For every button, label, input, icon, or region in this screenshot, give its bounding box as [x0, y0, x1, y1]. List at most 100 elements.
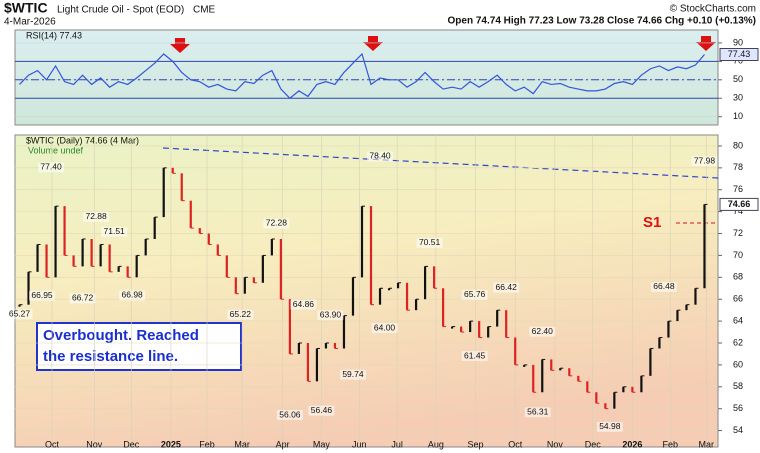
- x-tick-label: Dec: [585, 439, 602, 449]
- point-label: 63.90: [320, 309, 342, 319]
- y-tick-label: 74: [733, 206, 743, 216]
- point-label: 70.51: [419, 237, 441, 247]
- x-tick-label: 2026: [622, 439, 642, 449]
- x-tick-label: Mar: [234, 439, 250, 449]
- label-bg: [101, 226, 128, 237]
- point-label: 65.22: [230, 309, 252, 319]
- y-tick-label: 76: [733, 184, 743, 194]
- arrow: [170, 38, 190, 53]
- point-label: 78.40: [369, 151, 391, 161]
- label-bg: [69, 293, 96, 304]
- label-bg: [308, 405, 335, 416]
- rsi-line: [19, 52, 705, 100]
- label-bg: [83, 211, 110, 222]
- support-label: S1: [643, 214, 661, 231]
- label-bg: [461, 351, 488, 362]
- point-label: 56.06: [279, 409, 301, 419]
- point-label: 61.45: [464, 350, 486, 360]
- point-label: 65.27: [9, 308, 31, 318]
- label-bg: [461, 289, 488, 300]
- x-tick-label: Nov: [547, 439, 564, 449]
- credit: © StockCharts.com: [670, 4, 756, 15]
- arrow: [696, 36, 716, 51]
- label-bg: [596, 421, 623, 432]
- x-tick-label: Oct: [508, 439, 523, 449]
- x-tick-label: Dec: [123, 439, 140, 449]
- point-label: 62.40: [532, 326, 554, 336]
- point-label: 56.46: [311, 405, 333, 415]
- volume-note: Volume undef: [28, 145, 84, 155]
- label-bg: [367, 151, 394, 162]
- point-label: 66.98: [122, 290, 144, 300]
- label-bg: [263, 218, 290, 229]
- rsi-title: RSI(14) 77.43: [26, 30, 82, 40]
- point-label: 66.95: [31, 290, 53, 300]
- plot-layer: 10 30 50 70 90 77.43 Oct Nov Dec 2025 Feb Mar Apr May…: [6, 37, 759, 449]
- callout-text: Overbought. Reached: [43, 327, 199, 344]
- label-bg: [119, 290, 146, 301]
- price-title: $WTIC (Daily) 74.66 (4 Mar): [26, 135, 139, 145]
- label-bg: [290, 299, 317, 310]
- exchange: CME: [193, 5, 216, 16]
- callout-text: the resistance line.: [43, 348, 178, 365]
- x-tick-label: 2025: [161, 439, 181, 449]
- current-label: 77.43: [728, 49, 751, 59]
- y-tick-label: 90: [733, 37, 743, 47]
- x-tick-label: Jul: [391, 439, 403, 449]
- x-tick-label: Jun: [352, 439, 367, 449]
- label-bg: [276, 410, 303, 421]
- point-label: 64.00: [374, 322, 396, 332]
- label-bg: [29, 290, 56, 301]
- label-bg: [691, 156, 718, 167]
- point-label: 64.86: [293, 299, 315, 309]
- y-tick-label: 56: [733, 403, 743, 413]
- symbol-name: Light Crude Oil - Spot (EOD): [57, 5, 184, 16]
- point-label: 77.98: [694, 155, 716, 165]
- point-label: 66.48: [653, 281, 675, 291]
- x-tick-label: May: [313, 439, 331, 449]
- date: 4-Mar-2026: [4, 17, 56, 28]
- x-tick-label: Feb: [199, 439, 215, 449]
- x-tick-label: Feb: [662, 439, 678, 449]
- current-tag: [719, 197, 759, 211]
- y-tick-label: 78: [733, 162, 743, 172]
- point-label: 65.76: [464, 289, 486, 299]
- arrow: [363, 36, 383, 51]
- y-tick-label: 54: [733, 425, 743, 435]
- point-label: 71.51: [104, 226, 126, 236]
- point-label: 56.31: [527, 407, 549, 417]
- y-tick-label: 70: [733, 250, 743, 260]
- x-tick-label: Mar: [699, 439, 715, 449]
- current-label: 74.66: [728, 199, 751, 209]
- point-label: 66.72: [72, 293, 94, 303]
- y-tick-label: 58: [733, 381, 743, 391]
- point-label: 59.74: [342, 369, 364, 379]
- y-tick-label: 50: [733, 74, 743, 84]
- label-bg: [524, 407, 551, 418]
- y-tick-label: 60: [733, 359, 743, 369]
- label-bg: [38, 162, 65, 173]
- label-bg: [650, 281, 677, 292]
- y-tick-label: 10: [733, 111, 743, 121]
- y-tick-label: 62: [733, 337, 743, 347]
- point-label: 66.42: [496, 282, 518, 292]
- arrows: [170, 36, 716, 53]
- label-bg: [416, 237, 443, 248]
- label-bg: [317, 310, 344, 321]
- y-tick-label: 72: [733, 228, 743, 238]
- current-tag: [719, 48, 759, 62]
- x-tick-label: Nov: [86, 439, 103, 449]
- point-label: 72.88: [85, 211, 107, 221]
- label-bg: [493, 282, 520, 293]
- y-tick-label: 80: [733, 140, 743, 150]
- label-bg: [529, 326, 556, 337]
- x-tick-label: Apr: [276, 439, 290, 449]
- label-bg: [339, 369, 366, 380]
- y-tick-label: 68: [733, 272, 743, 282]
- quote: Open 74.74 High 77.23 Low 73.28 Close 74…: [448, 16, 756, 27]
- label-bg: [227, 309, 254, 320]
- point-label: 77.40: [40, 162, 62, 172]
- x-tick-label: Oct: [45, 439, 60, 449]
